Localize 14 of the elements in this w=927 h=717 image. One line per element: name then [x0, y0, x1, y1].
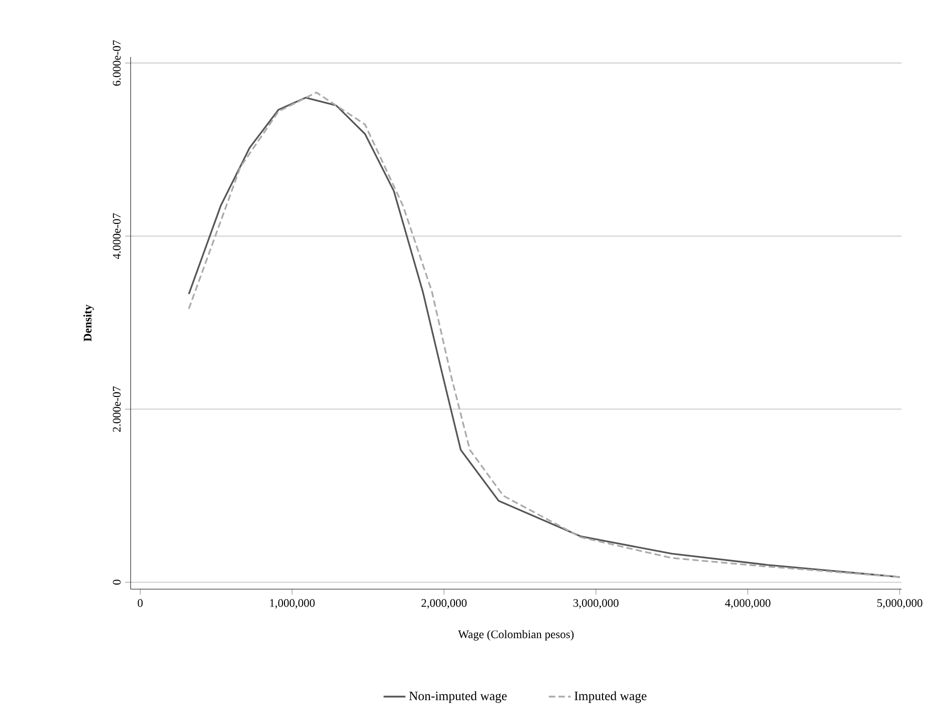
y-tick-label: 0	[112, 580, 121, 585]
x-tick-label: 4,000,000	[725, 599, 770, 608]
x-tick-label: 2,000,000	[422, 599, 467, 608]
y-tick-label: 2.000e-07	[112, 386, 121, 432]
legend-label: Imputed wage	[574, 691, 646, 703]
y-axis-title: Density	[83, 304, 94, 342]
y-tick-label: 4.000e-07	[112, 213, 121, 259]
x-tick-label: 3,000,000	[573, 599, 618, 608]
y-tick-label: 6.000e-07	[112, 40, 121, 86]
x-tick-label: 1,000,000	[270, 599, 315, 608]
x-axis-title: Wage (Colombian pesos)	[458, 630, 574, 640]
x-tick-label: 0	[138, 599, 143, 607]
legend-label: Non-imputed wage	[409, 691, 507, 703]
x-tick-label: 5,000,000	[877, 599, 922, 608]
